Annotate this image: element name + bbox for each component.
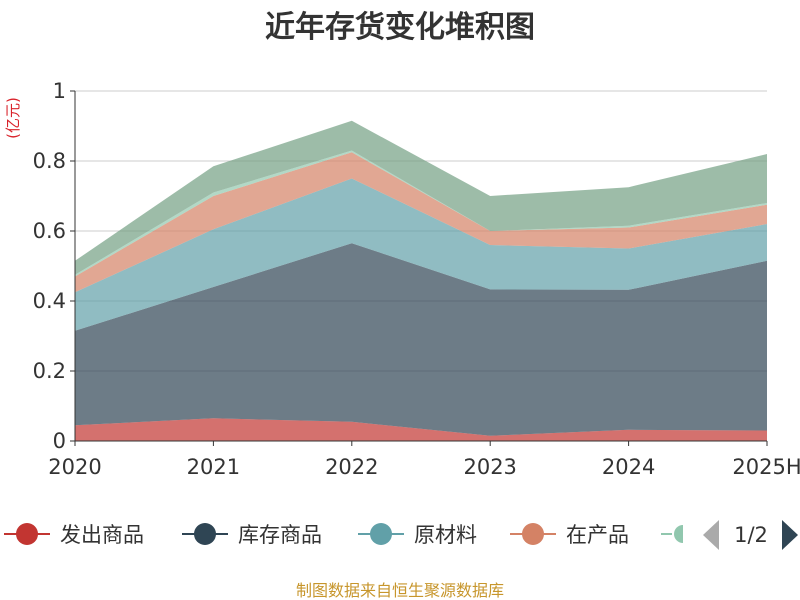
legend-marker-partial [674,525,683,543]
area-series-4 [75,152,767,293]
data-source-note: 制图数据来自恒生聚源数据库 [296,581,504,600]
area-series-2 [75,243,767,436]
y-tick-label: 0.4 [33,289,66,313]
y-tick-label: 1 [53,79,66,103]
axes: 0 0.2 0.4 0.6 0.8 1 2020 2021 2022 2023 2024 2025H [33,79,800,479]
legend-label: 原材料 [414,523,477,547]
legend-item[interactable]: 在产品 [510,523,629,547]
y-tick-label: 0.6 [33,219,66,243]
legend-item[interactable]: 原材料 [358,523,477,547]
y-tick-label: 0.2 [33,359,66,383]
x-tick-label: 2025H [732,455,800,479]
x-tick-label: 2024 [602,455,655,479]
legend-marker [370,523,392,545]
y-axis-unit: (亿元) [4,97,22,139]
x-tick-label: 2022 [325,455,378,479]
y-tick-label: 0 [53,429,66,453]
legend-item[interactable]: 库存商品 [182,523,322,547]
legend-next-page-icon[interactable] [782,520,798,550]
legend-prev-page-icon[interactable] [703,520,719,550]
legend-marker [194,523,216,545]
x-tick-label: 2021 [187,455,240,479]
legend-marker [16,523,38,545]
area-series-1 [75,418,767,441]
legend-label: 在产品 [566,523,629,547]
legend-label: 发出商品 [60,523,144,547]
y-tick-label: 0.8 [33,149,66,173]
x-tick-label: 2023 [463,455,516,479]
legend: 发出商品 库存商品 原材料 在产品 1/2 [4,520,798,550]
x-tick-label: 2020 [48,455,101,479]
area-series [75,120,767,441]
legend-item[interactable]: 发出商品 [4,523,144,547]
chart-title: 近年存货变化堆积图 [265,10,535,45]
area-series-6 [75,120,767,275]
legend-label: 库存商品 [238,523,322,547]
legend-marker [522,523,544,545]
area-series-3 [75,178,767,331]
legend-page-indicator: 1/2 [734,523,768,547]
